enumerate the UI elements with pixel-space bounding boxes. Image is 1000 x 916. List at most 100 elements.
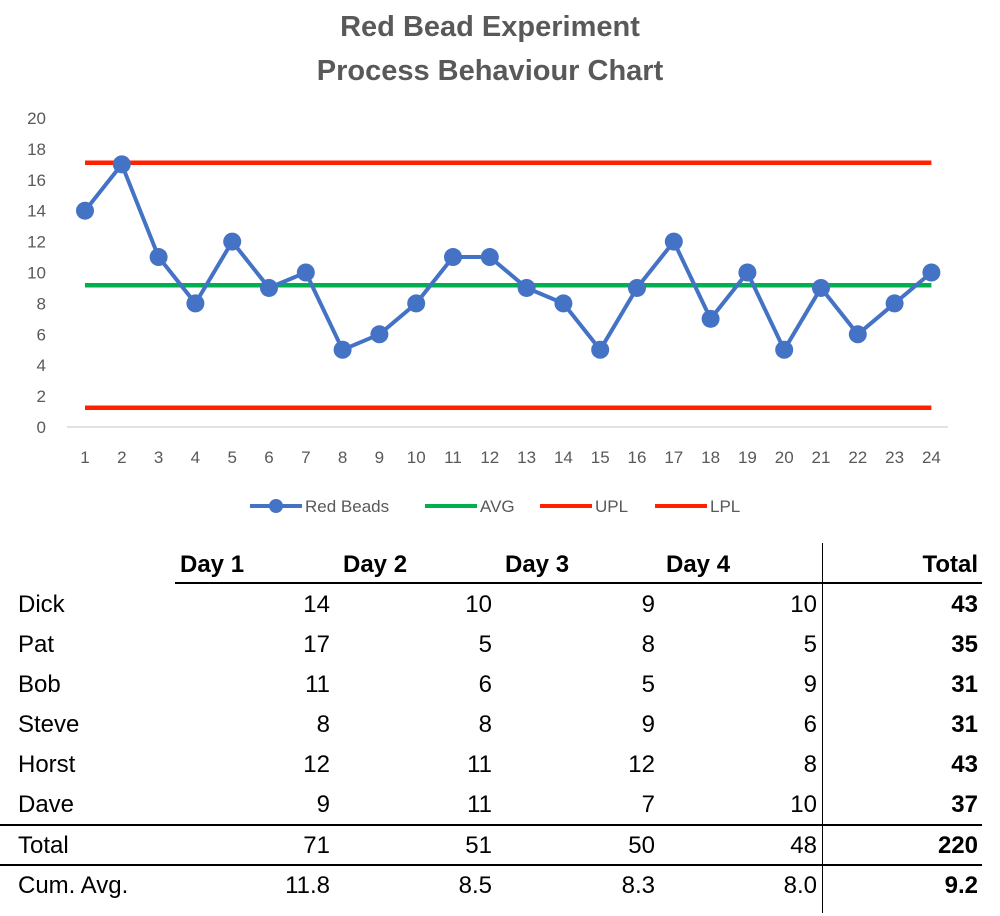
row-name: Cum. Avg. <box>18 872 129 899</box>
red-beads-point <box>738 263 757 282</box>
chart-series <box>76 155 941 410</box>
red-beads-point <box>407 294 426 313</box>
table-row: Dave 9 11 7 10 37 <box>0 785 1000 825</box>
table-avg-row: Cum. Avg. 11.8 8.5 8.3 8.0 9.2 <box>0 866 1000 906</box>
cell-day1: 11 <box>305 671 330 698</box>
cell-total: 31 <box>951 711 978 738</box>
red-beads-point <box>112 155 131 174</box>
cell-day2: 10 <box>465 591 492 618</box>
x-tick-label: 19 <box>738 448 757 467</box>
cell-day2: 11 <box>467 791 492 818</box>
cell-total: 43 <box>951 591 978 618</box>
cell-day1: 12 <box>303 751 330 778</box>
red-beads-point <box>591 340 610 359</box>
cell-day3: 50 <box>628 832 655 859</box>
x-tick-label: 10 <box>407 448 426 467</box>
cell-total: 37 <box>951 791 978 818</box>
y-tick-label: 10 <box>27 264 46 283</box>
red-beads-point <box>370 325 389 344</box>
x-tick-label: 2 <box>117 448 126 467</box>
cell-day2: 8 <box>478 711 492 738</box>
row-name: Total <box>18 832 69 859</box>
red-beads-line <box>83 162 933 352</box>
red-beads-point <box>186 294 205 313</box>
cell-day3: 8 <box>641 631 655 658</box>
legend-label-red-beads: Red Beads <box>305 497 389 516</box>
cell-day2: 51 <box>465 832 492 859</box>
legend-label-avg: AVG <box>480 497 515 516</box>
x-tick-label: 16 <box>628 448 647 467</box>
legend-label-upl: UPL <box>595 497 628 516</box>
cell-day3: 7 <box>641 791 655 818</box>
y-tick-label: 6 <box>37 325 46 344</box>
cell-day4: 8 <box>803 751 817 778</box>
chart-canvas: Red Bead Experiment Process Behaviour Cha… <box>27 11 948 516</box>
cell-day4: 48 <box>790 832 817 859</box>
cell-day4: 5 <box>803 631 817 658</box>
cell-day4: 8.0 <box>783 872 817 899</box>
x-tick-label: 5 <box>227 448 236 467</box>
table-row: Pat 17 5 8 5 35 <box>0 625 1000 665</box>
row-name: Steve <box>18 711 80 738</box>
cell-day3: 9 <box>641 711 655 738</box>
red-beads-point <box>517 278 536 297</box>
cell-day4: 10 <box>790 591 817 618</box>
red-beads-point <box>480 248 499 267</box>
cell-total: 9.2 <box>944 872 978 899</box>
table-row: Horst 12 11 12 8 43 <box>0 745 1000 785</box>
x-tick-label: 21 <box>812 448 831 467</box>
chart-title-line: Red Bead Experiment <box>340 11 640 43</box>
cell-day1: 9 <box>316 791 330 818</box>
cell-total: 31 <box>951 671 978 698</box>
y-tick-label: 16 <box>27 171 46 190</box>
total-column-divider <box>822 543 823 913</box>
header-day4: Day 4 <box>666 551 731 578</box>
cell-day1: 11.8 <box>285 872 330 899</box>
red-beads-point <box>812 278 830 297</box>
cell-day4: 6 <box>803 711 817 738</box>
y-tick-label: 4 <box>37 356 46 375</box>
total-divider <box>0 824 982 826</box>
red-beads-point <box>76 201 94 220</box>
cell-day2: 5 <box>478 631 492 658</box>
x-tick-label: 14 <box>554 448 573 467</box>
x-tick-label: 23 <box>885 448 904 467</box>
y-tick-label: 0 <box>37 418 46 437</box>
red-beads-point <box>885 294 904 313</box>
process-behaviour-chart: Red Bead Experiment Process Behaviour Cha… <box>27 11 948 516</box>
table-row: Steve 8 8 9 6 31 <box>0 705 1000 745</box>
red-beads-point <box>848 325 867 344</box>
x-tick-label: 12 <box>480 448 499 467</box>
x-tick-label: 1 <box>80 448 89 467</box>
row-name: Pat <box>18 631 55 658</box>
data-table: Day 1 Day 2 Day 3 Day 4 Total Dick 14 10… <box>0 540 1000 916</box>
cell-day2: 8.5 <box>458 872 492 899</box>
cell-day3: 9 <box>641 591 655 618</box>
cell-day3: 5 <box>641 671 655 698</box>
y-tick-label: 12 <box>27 233 46 252</box>
cell-day1: 14 <box>303 591 330 618</box>
red-beads-point <box>664 232 683 251</box>
red-beads-point <box>149 248 168 267</box>
header-day3: Day 3 <box>505 551 570 578</box>
y-tick-label: 14 <box>27 202 46 221</box>
chart-title: Red Bead Experiment Process Behaviour Cha… <box>317 11 664 87</box>
cell-day2: 11 <box>467 751 492 778</box>
x-tick-label: 3 <box>154 448 163 467</box>
cell-total: 220 <box>937 832 978 859</box>
cell-day3: 8.3 <box>621 872 655 899</box>
y-tick-label: 8 <box>37 294 46 313</box>
x-tick-label: 7 <box>301 448 310 467</box>
x-tick-label: 22 <box>848 448 867 467</box>
cell-total: 35 <box>951 631 978 658</box>
y-tick-label: 2 <box>37 387 46 406</box>
red-beads-point <box>223 232 242 251</box>
x-tick-label: 20 <box>775 448 794 467</box>
row-name: Bob <box>18 671 61 698</box>
table-header-row: Day 1 Day 2 Day 3 Day 4 Total <box>0 545 1000 585</box>
chart-legend: Red Beads AVG UPL LPL <box>250 497 740 516</box>
red-beads-point <box>444 248 462 267</box>
row-name: Dick <box>18 591 65 618</box>
y-tick-label: 18 <box>27 140 46 159</box>
x-tick-label: 13 <box>517 448 536 467</box>
